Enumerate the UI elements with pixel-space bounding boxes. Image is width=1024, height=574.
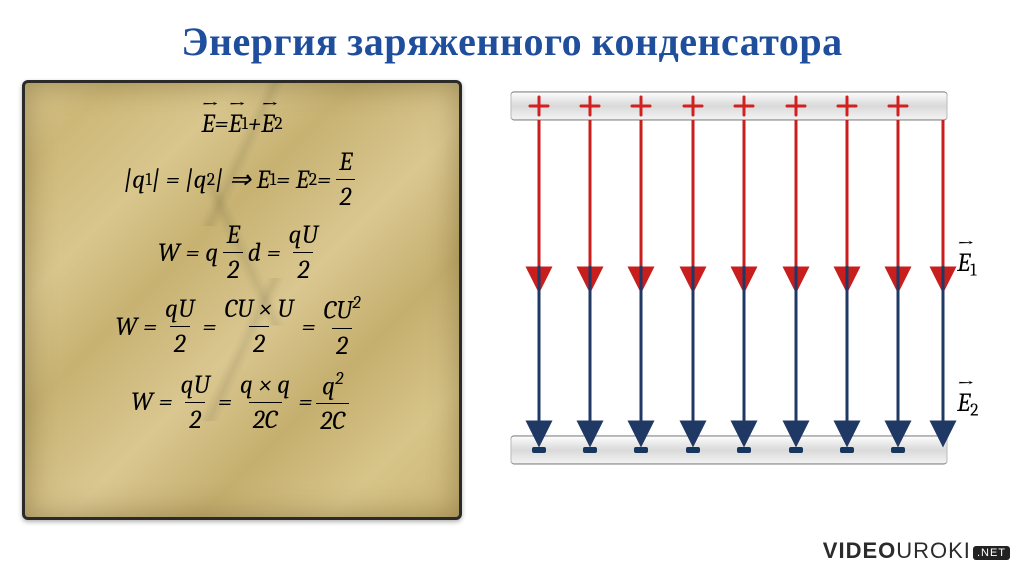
formula-line-3: W = q E2 d = qU2 (43, 220, 441, 285)
capacitor-diagram: E1 E2 (505, 88, 1000, 488)
formula-line-5: W = qU2 = q × q2C = q22C (43, 369, 441, 437)
formula-line-2: |q1 | = |q2 | ⇒ E1 = E2 = E2 (43, 147, 441, 212)
formula-parchment: E = E1 + E2 |q1 | = |q2 | ⇒ E1 = E2 = E2… (22, 80, 462, 520)
capacitor-svg (505, 88, 965, 468)
page-title: Энергия заряженного конденсатора (0, 0, 1024, 65)
formula-block: E = E1 + E2 |q1 | = |q2 | ⇒ E1 = E2 = E2… (25, 83, 459, 454)
field-label-e1: E1 (957, 248, 977, 280)
formula-line-4: W = qU2 = CU × U2 = CU22 (43, 293, 441, 361)
field-label-e2: E2 (957, 388, 979, 420)
watermark: VIDEOUROKI.NET (823, 538, 1010, 564)
formula-line-1: E = E1 + E2 (43, 109, 441, 139)
